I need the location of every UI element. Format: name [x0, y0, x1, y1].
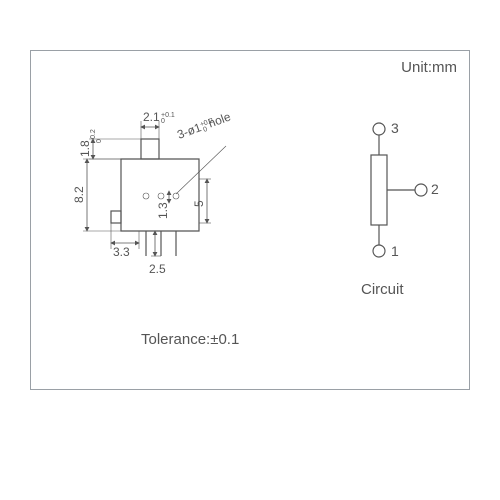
pin1-label: 1: [391, 243, 399, 259]
svg-text:+0.1 0: +0.1 0: [161, 112, 177, 125]
dim-2p1: 2.1: [143, 110, 160, 124]
svg-text:3.3: 3.3: [113, 245, 130, 259]
dim-1p3: 1.3: [156, 202, 170, 219]
svg-text:1.3: 1.3: [156, 202, 170, 219]
svg-text:+0.2 0: +0.2 0: [90, 127, 103, 143]
hole-suffix: hole: [203, 109, 233, 131]
svg-text:5: 5: [192, 200, 206, 207]
circuit-diagram: 3 2 1: [331, 111, 451, 291]
dim-5: 5: [192, 200, 206, 207]
drawing-frame: Unit:mm Tolerance:±0.1 Circuit: [30, 50, 470, 390]
svg-text:3-ø1+0.2 0 hole: 3-ø1+0.2 0 hole: [175, 109, 233, 142]
svg-text:2.5: 2.5: [149, 262, 166, 276]
mechanical-drawing: 1.8 +0.2 0 2.1 +0.1 0 8.2: [51, 91, 311, 351]
dim-2p5: 2.5: [149, 262, 166, 276]
svg-text:2.1: 2.1: [143, 110, 160, 124]
pin3-label: 3: [391, 120, 399, 136]
svg-text:8.2: 8.2: [72, 186, 86, 203]
unit-label: Unit:mm: [401, 59, 457, 76]
dim-3p3: 3.3: [113, 245, 130, 259]
pin2-label: 2: [431, 181, 439, 197]
dim-8p2: 8.2: [72, 186, 86, 203]
